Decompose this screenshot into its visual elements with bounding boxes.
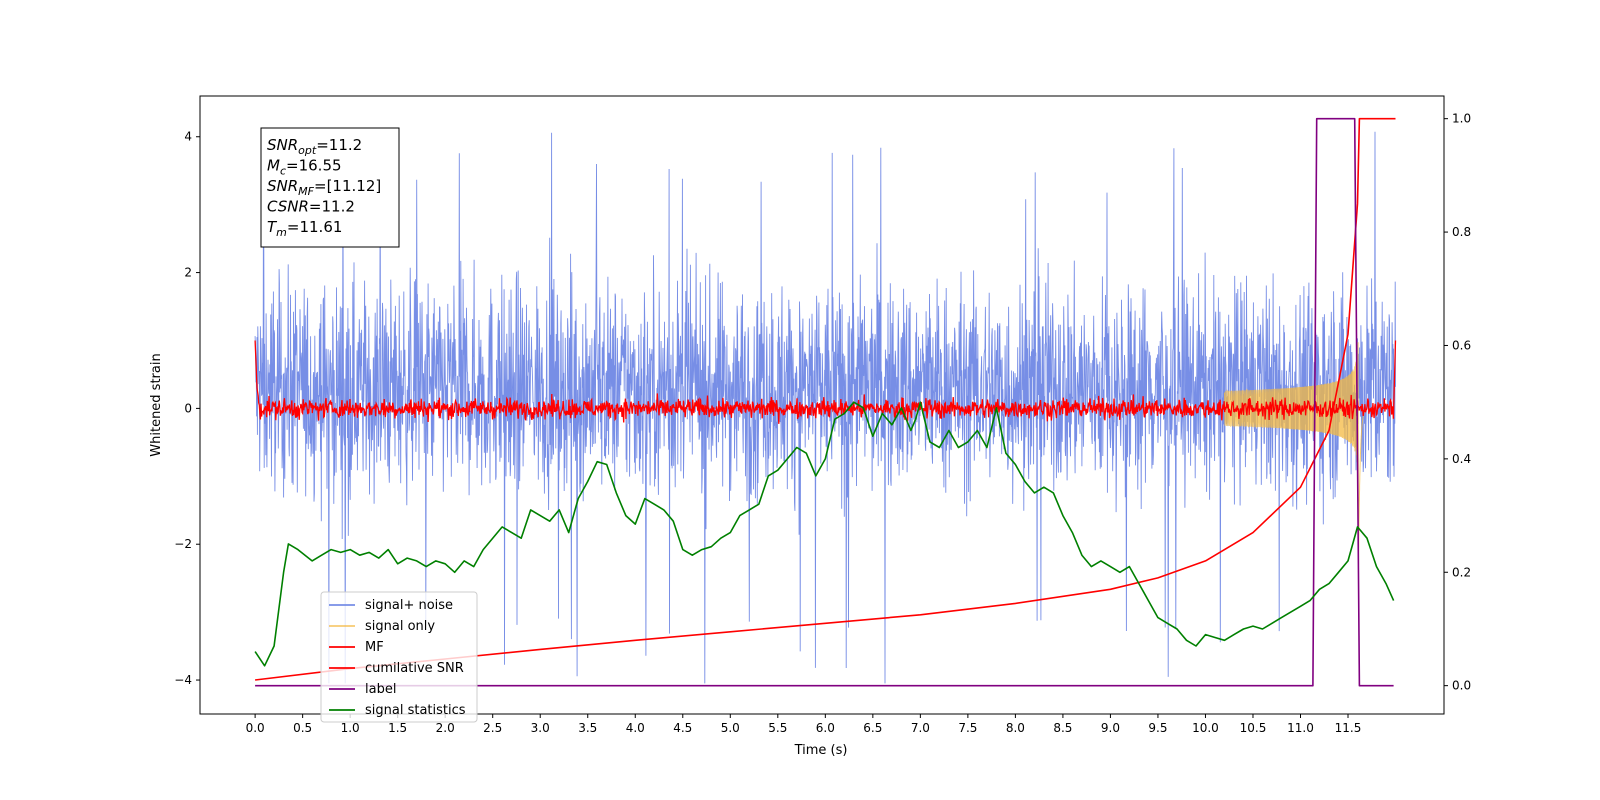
series-signal-only xyxy=(1224,342,1366,567)
x-tick-label: 5.0 xyxy=(721,721,740,735)
annotation-value: =11.2 xyxy=(309,198,355,216)
series-signal-statistics xyxy=(254,401,1395,667)
plot-area xyxy=(254,117,1397,687)
y-tick-label: 4 xyxy=(184,130,192,144)
annotation-line: Tm=11.61 xyxy=(267,218,342,239)
annotation-subscript: opt xyxy=(298,144,317,157)
x-tick-label: 6.5 xyxy=(863,721,882,735)
annotation-line: Mc=16.55 xyxy=(267,157,342,178)
legend-frame xyxy=(320,591,478,723)
x-tick-label: 1.0 xyxy=(341,721,360,735)
series-mf xyxy=(254,340,1397,424)
legend-entry: signal statistics xyxy=(365,703,466,718)
annotation-value: =16.55 xyxy=(286,157,342,175)
annotation-value: =11.61 xyxy=(287,218,343,236)
y-axis-left: −4 −2 0 2 4 xyxy=(174,130,200,687)
annotation-subscript: m xyxy=(276,226,287,239)
y2-tick-label: 0.6 xyxy=(1452,338,1471,352)
x-tick-label: 3.0 xyxy=(531,721,550,735)
legend-entry: cumilative SNR xyxy=(365,661,464,676)
x-tick-label: 7.0 xyxy=(911,721,930,735)
y2-tick-label: 0.8 xyxy=(1452,225,1471,239)
y-tick-label: −4 xyxy=(174,673,192,687)
x-tick-label: 0.0 xyxy=(246,721,265,735)
y-tick-label: −2 xyxy=(174,537,192,551)
annotation-value: =11.2 xyxy=(316,136,362,154)
x-tick-label: 0.5 xyxy=(293,721,312,735)
annotation-box: SNRopt=11.2Mc=16.55SNRMF=[11.12]CSNR=11.… xyxy=(260,127,400,248)
y2-tick-label: 0.4 xyxy=(1452,452,1471,466)
x-tick-label: 2.0 xyxy=(436,721,455,735)
x-tick-label: 10.5 xyxy=(1240,721,1267,735)
series-label xyxy=(255,117,1394,687)
x-axis-label: Time (s) xyxy=(794,743,848,758)
y-tick-label: 0 xyxy=(184,401,192,415)
x-tick-label: 8.0 xyxy=(1006,721,1025,735)
x-tick-label: 4.0 xyxy=(626,721,645,735)
y-axis-right: 0.0 0.2 0.4 0.6 0.8 1.0 xyxy=(1444,112,1471,693)
x-tick-label: 11.0 xyxy=(1287,721,1314,735)
axes-frame xyxy=(199,95,1445,715)
annotation-symbol: M xyxy=(267,157,280,175)
legend: signal+ noise signal only MF cumilative SNR… xyxy=(320,591,478,723)
x-tick-label: 5.5 xyxy=(768,721,787,735)
annotation-frame xyxy=(260,127,400,248)
x-tick-label: 9.5 xyxy=(1148,721,1167,735)
annotation-symbol: SNR xyxy=(267,177,298,195)
series-cumulative-snr xyxy=(255,117,1396,681)
annotation-line: SNRopt=11.2 xyxy=(267,136,362,157)
annotation-symbol: T xyxy=(267,218,278,236)
annotation-line: CSNR=11.2 xyxy=(267,198,355,216)
x-tick-label: 1.5 xyxy=(388,721,407,735)
annotation-symbol: CSNR xyxy=(267,198,309,216)
y2-tick-label: 0.0 xyxy=(1452,679,1471,693)
y-axis-label: Whitened strain xyxy=(149,353,164,456)
annotation-subscript: c xyxy=(280,165,286,178)
x-tick-label: 11.5 xyxy=(1335,721,1362,735)
x-tick-label: 8.5 xyxy=(1053,721,1072,735)
x-tick-label: 6.0 xyxy=(816,721,835,735)
annotation-symbol: SNR xyxy=(267,136,298,154)
legend-entry: signal only xyxy=(365,619,435,634)
y2-tick-label: 0.2 xyxy=(1452,565,1471,579)
legend-entry: MF xyxy=(365,640,384,655)
x-tick-label: 3.5 xyxy=(578,721,597,735)
annotation-value: =[11.12] xyxy=(314,177,381,195)
y-tick-label: 2 xyxy=(184,266,192,280)
x-axis: 0.0 0.5 1.0 1.5 2.0 2.5 3.0 3.5 4.0 4.5 5.0 5.5 6.0 6… xyxy=(246,714,1362,735)
annotation-subscript: MF xyxy=(298,185,314,198)
x-tick-label: 7.5 xyxy=(958,721,977,735)
x-tick-label: 4.5 xyxy=(673,721,692,735)
y2-tick-label: 1.0 xyxy=(1452,112,1471,126)
annotation-line: SNRMF=[11.12] xyxy=(267,177,381,198)
x-tick-label: 10.0 xyxy=(1192,721,1219,735)
series-signal-noise xyxy=(254,131,1396,684)
legend-entry: label xyxy=(365,682,396,697)
x-tick-label: 2.5 xyxy=(483,721,502,735)
x-tick-label: 9.0 xyxy=(1101,721,1120,735)
legend-entry: signal+ noise xyxy=(365,598,453,613)
